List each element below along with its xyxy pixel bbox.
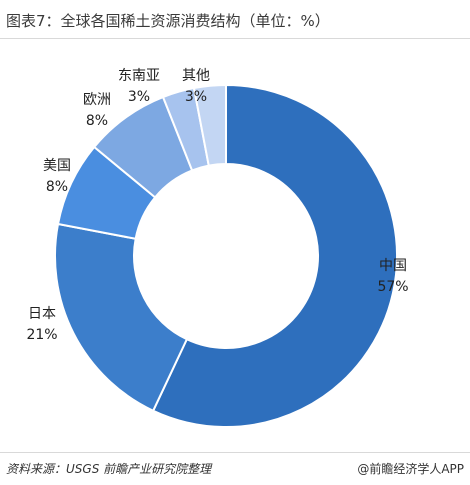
donut-slice-1	[54, 222, 189, 413]
donut-slice-0	[151, 83, 399, 428]
credit-note: @前瞻经济学人APP	[357, 462, 464, 476]
slice-value-label-5: 3%	[185, 89, 207, 105]
slice-value-label-2: 8%	[46, 179, 68, 195]
slice-value-label-4: 3%	[128, 89, 150, 105]
slice-category-label-3: 欧洲	[83, 92, 111, 108]
slice-value-label-1: 21%	[26, 327, 57, 343]
slice-value-label-0: 57%	[377, 279, 408, 295]
slice-category-label-5: 其他	[182, 68, 210, 84]
slice-category-label-4: 东南亚	[118, 68, 160, 84]
donut-chart: 中国 57% 日本 21% 美国 8% 欧洲 8% 东南亚 3% 其他 3%	[26, 68, 409, 428]
slice-category-label-2: 美国	[43, 158, 71, 174]
slice-value-label-3: 8%	[86, 113, 108, 129]
donut-slice-5	[192, 83, 227, 167]
source-note: 资料来源：USGS 前瞻产业研究院整理	[6, 462, 212, 476]
slice-category-label-1: 日本	[28, 306, 56, 322]
chart-title: 图表7：全球各国稀土资源消费结构（单位：%）	[6, 12, 330, 30]
slice-category-label-0: 中国	[379, 258, 407, 274]
title-divider	[0, 38, 470, 39]
footer-divider	[0, 452, 470, 453]
